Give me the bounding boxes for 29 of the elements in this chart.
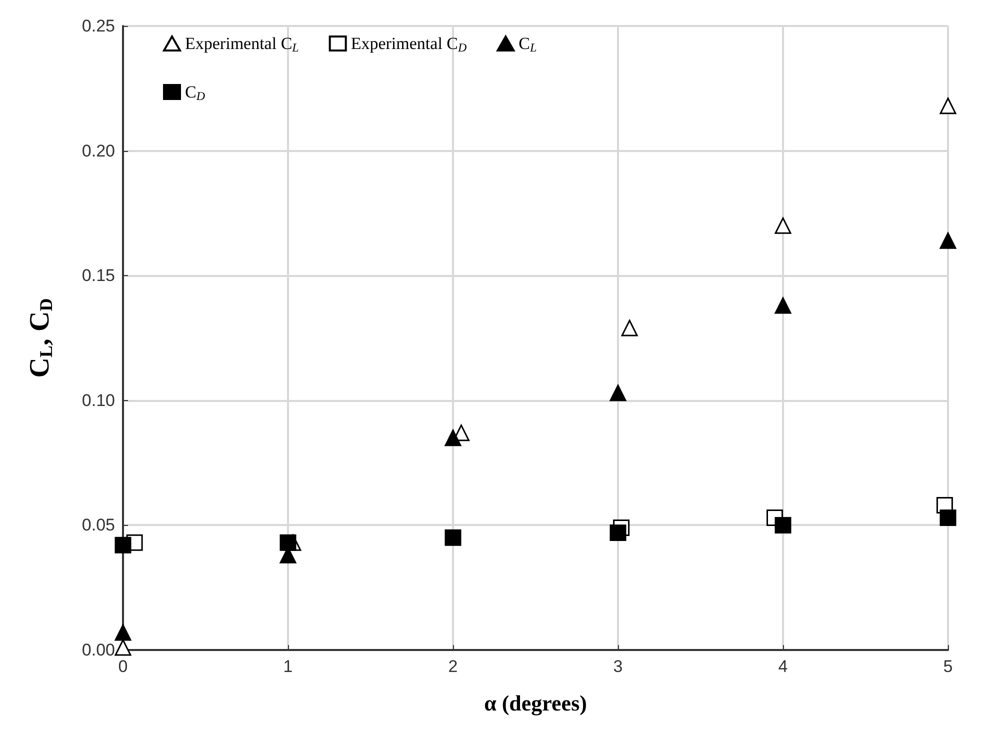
point bbox=[610, 384, 626, 402]
x-axis-title: α (degrees) bbox=[484, 690, 587, 716]
point bbox=[444, 529, 462, 546]
y-tick-label: 0.00 bbox=[82, 640, 115, 660]
point bbox=[940, 98, 956, 114]
point bbox=[114, 536, 132, 554]
point bbox=[940, 509, 956, 526]
y-axis-title: CL, CD bbox=[24, 298, 56, 378]
point bbox=[114, 624, 132, 641]
y-tick-label: 0.20 bbox=[82, 141, 115, 160]
y-tick-label: 0.15 bbox=[82, 266, 115, 286]
point bbox=[621, 320, 638, 336]
point bbox=[940, 232, 956, 249]
y-tick-label: 0.25 bbox=[82, 16, 115, 36]
y-tick-label: 0.05 bbox=[82, 516, 115, 535]
point bbox=[774, 297, 792, 314]
point bbox=[774, 516, 792, 534]
point bbox=[444, 430, 462, 446]
x-tick-label: 2 bbox=[448, 657, 458, 676]
x-tick-label: 0 bbox=[118, 657, 128, 676]
point bbox=[774, 217, 792, 234]
point bbox=[114, 639, 132, 656]
point bbox=[280, 534, 296, 551]
point bbox=[610, 524, 626, 541]
x-tick-label: 1 bbox=[283, 657, 293, 676]
x-tick-label: 5 bbox=[943, 657, 953, 676]
x-tick-label: 3 bbox=[613, 657, 623, 676]
y-tick-label: 0.10 bbox=[82, 390, 115, 410]
x-tick-label: 4 bbox=[778, 657, 788, 676]
